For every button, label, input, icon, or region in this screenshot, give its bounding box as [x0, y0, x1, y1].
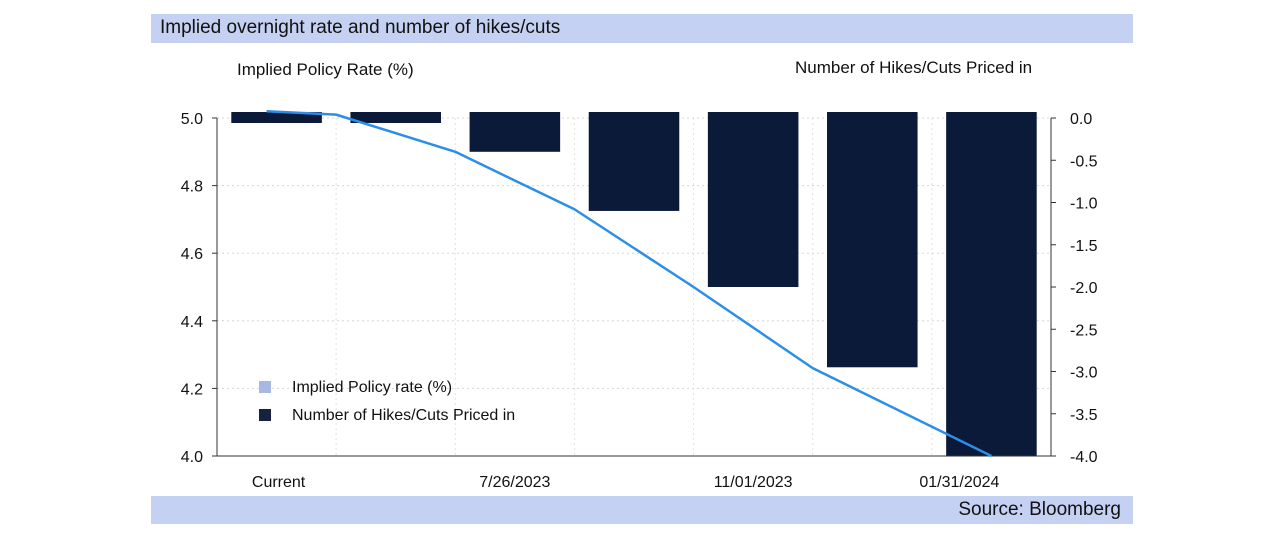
legend: Implied Policy rate (%) Number of Hikes/C…: [259, 379, 515, 424]
left-tick-label: 4.2: [181, 381, 203, 398]
bar: [350, 112, 441, 123]
bar: [469, 112, 561, 152]
right-tick-label: 0.0: [1070, 111, 1092, 128]
right-tick-label: -1.0: [1070, 196, 1098, 213]
right-axis-title: Number of Hikes/Cuts Priced in: [795, 58, 1032, 77]
x-tick-label: 7/26/2023: [479, 474, 550, 491]
line-series: [266, 109, 992, 458]
right-tick-label: -3.0: [1070, 365, 1098, 382]
left-tick-label: 5.0: [181, 111, 203, 128]
left-tick-label: 4.0: [181, 449, 203, 466]
x-tick-label: 01/31/2024: [919, 474, 999, 491]
bar-series: [231, 112, 1037, 456]
tick-labels: 5.0 4.8 4.6 4.4 4.2 4.0 0.0 -0.5 -1.0 -1.5 -2.0 -2.…: [181, 111, 1098, 491]
x-tick-label: Current: [252, 474, 306, 491]
axes: [212, 117, 1056, 457]
right-tick-label: -1.5: [1070, 238, 1098, 255]
bar: [946, 112, 1037, 456]
legend-swatch: [259, 409, 271, 421]
legend-swatch: [259, 381, 271, 393]
chart-title: Implied overnight rate and number of hik…: [160, 17, 561, 38]
source-label: Source: Bloomberg: [958, 499, 1121, 520]
right-tick-label: -4.0: [1070, 449, 1098, 466]
bar: [707, 112, 799, 287]
chart-title-bar: Implied overnight rate and number of hik…: [151, 14, 1133, 43]
right-tick-label: -2.0: [1070, 280, 1098, 297]
left-tick-label: 4.6: [181, 246, 203, 263]
left-tick-label: 4.8: [181, 179, 203, 196]
x-tick-label: 11/01/2023: [714, 474, 793, 491]
left-tick-label: 4.4: [181, 314, 203, 331]
legend-label: Number of Hikes/Cuts Priced in: [292, 407, 515, 424]
policy-rate-line: [266, 109, 992, 458]
right-tick-label: -0.5: [1070, 153, 1098, 170]
bar: [231, 112, 322, 123]
bar: [588, 112, 680, 211]
legend-label: Implied Policy rate (%): [292, 379, 452, 396]
source-bar: Source: Bloomberg: [151, 496, 1133, 524]
right-tick-label: -2.5: [1070, 322, 1098, 339]
left-axis-title: Implied Policy Rate (%): [237, 60, 414, 79]
bar: [827, 112, 918, 368]
right-tick-label: -3.5: [1070, 407, 1098, 424]
